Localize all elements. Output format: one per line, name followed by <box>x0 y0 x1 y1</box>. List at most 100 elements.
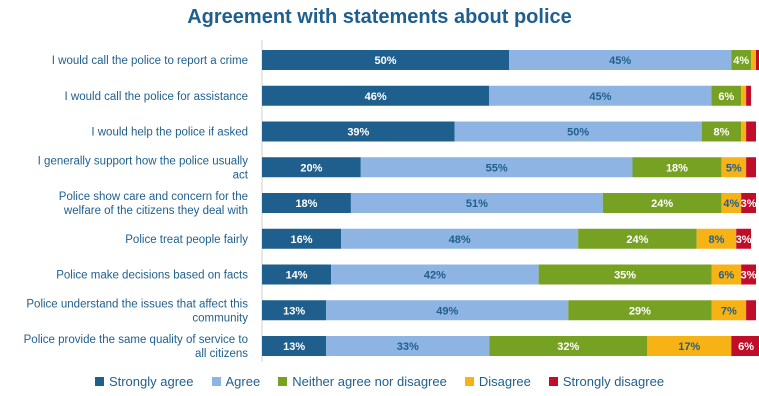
bar-segment <box>262 121 455 142</box>
bar-segment <box>746 157 756 178</box>
bar-segment <box>341 228 579 249</box>
bar-segment <box>741 193 756 213</box>
data-label: 35% <box>614 270 636 282</box>
legend-item: Agree <box>211 374 261 389</box>
category-label: act <box>233 169 249 181</box>
bar-segment <box>711 85 742 106</box>
data-label: 24% <box>626 234 648 246</box>
category-label: I would help the police if asked <box>91 127 248 139</box>
data-label: 5% <box>726 162 742 174</box>
data-label: 3% <box>741 270 757 282</box>
legend-label: Disagree <box>478 374 531 389</box>
data-label: 6% <box>718 91 734 103</box>
bar-segment <box>721 193 742 213</box>
bar-segment <box>736 228 752 249</box>
chart-title: Agreement with statements about police <box>187 6 572 28</box>
bar-segment <box>746 300 756 321</box>
data-label: 50% <box>567 127 589 139</box>
legend-label: Strongly agree <box>108 374 194 389</box>
bar-segment <box>454 121 702 142</box>
legend-label: Strongly disagree <box>562 374 665 389</box>
bar-segment <box>262 157 361 178</box>
bar-segment <box>509 50 732 70</box>
category-label: all citizens <box>195 348 248 360</box>
bar-segment <box>262 264 332 285</box>
bar-segment <box>632 157 722 178</box>
data-label: 33% <box>397 341 419 353</box>
bar-segment <box>711 300 747 321</box>
bar-segment <box>746 85 752 106</box>
bar-segment <box>711 264 742 285</box>
bar-segment <box>696 228 737 249</box>
data-label: 45% <box>609 55 631 67</box>
data-label: 3% <box>736 234 752 246</box>
bar-segment <box>262 228 342 249</box>
category-label: Police treat people fairly <box>125 234 248 246</box>
bar-segment <box>602 193 722 213</box>
data-label: 8% <box>709 234 725 246</box>
data-label: 32% <box>557 341 579 353</box>
data-label: 18% <box>295 198 317 210</box>
category-label: I generally support how the police usual… <box>38 155 249 167</box>
data-label: 6% <box>718 270 734 282</box>
bar-segment <box>262 300 327 321</box>
bar-segment <box>331 264 539 285</box>
bar-segment <box>360 157 633 178</box>
data-label: 51% <box>466 198 488 210</box>
bar-segment <box>647 336 732 356</box>
data-label: 8% <box>713 127 729 139</box>
category-label: I would call the police to report a crim… <box>52 55 248 67</box>
chart-legend: Strongly agree Agree Neither agree nor dis… <box>0 374 759 389</box>
legend-item: Disagree <box>464 374 531 389</box>
bar-segment <box>326 300 569 321</box>
bar-segment <box>741 264 756 285</box>
data-label: 42% <box>424 270 446 282</box>
legend-swatch <box>464 377 474 386</box>
bar-segment <box>538 264 712 285</box>
bar-segment <box>756 50 759 70</box>
data-label: 6% <box>738 341 754 353</box>
data-label: 17% <box>678 341 700 353</box>
legend-item: Strongly disagree <box>548 374 665 389</box>
category-label: Police provide the same quality of servi… <box>24 334 248 346</box>
bar-segment <box>262 85 490 106</box>
data-label: 4% <box>733 55 749 67</box>
data-label: 20% <box>300 162 322 174</box>
data-label: 45% <box>589 91 611 103</box>
category-label: community <box>192 312 248 324</box>
data-label: 4% <box>723 198 739 210</box>
category-label: I would call the police for assistance <box>65 91 248 103</box>
bar-segment <box>731 50 752 70</box>
bar-segment <box>731 336 759 356</box>
data-label: 13% <box>283 341 305 353</box>
bar-segment <box>489 85 712 106</box>
data-label: 14% <box>286 270 308 282</box>
legend-swatch <box>94 377 104 386</box>
bar-segment <box>578 228 697 249</box>
bar-segment <box>568 300 712 321</box>
data-label: 24% <box>651 198 673 210</box>
bar-segment <box>326 336 490 356</box>
bar-segment <box>350 193 603 213</box>
bar-segment <box>262 336 327 356</box>
bar-segment <box>262 50 509 70</box>
data-label: 18% <box>666 162 688 174</box>
bar-segment <box>262 193 351 213</box>
category-label: Police show care and concern for the <box>59 191 248 203</box>
data-label: 55% <box>486 162 508 174</box>
legend-swatch <box>211 377 221 386</box>
bar-segment <box>746 121 756 142</box>
category-label: Police make decisions based on facts <box>56 270 248 282</box>
bar-segment <box>701 121 742 142</box>
data-label: 46% <box>365 91 387 103</box>
data-label: 29% <box>629 305 651 317</box>
legend-swatch <box>548 377 558 386</box>
data-label: 3% <box>741 198 757 210</box>
bar-segment <box>741 85 747 106</box>
legend-label: Neither agree nor disagree <box>292 374 447 389</box>
data-label: 7% <box>721 305 737 317</box>
category-label: Police understand the issues that affect… <box>26 298 248 310</box>
data-label: 16% <box>291 234 313 246</box>
legend-label: Agree <box>225 374 261 389</box>
category-label: welfare of the citizens they deal with <box>63 205 248 217</box>
